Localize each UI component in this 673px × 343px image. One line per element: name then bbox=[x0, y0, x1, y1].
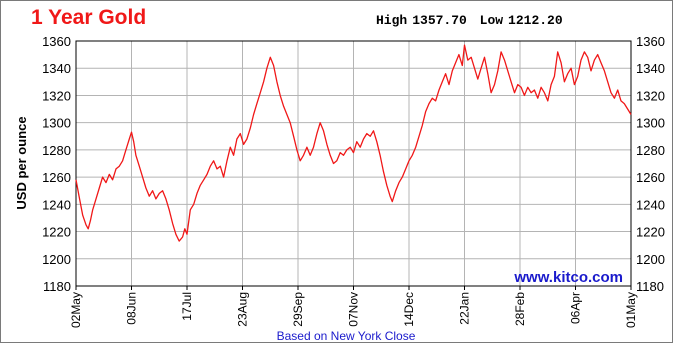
y-tick-label-right: 1180 bbox=[636, 279, 664, 294]
x-tick-label: 08Jun bbox=[125, 292, 139, 325]
y-tick-label-right: 1340 bbox=[636, 61, 665, 76]
y-tick-label-right: 1260 bbox=[636, 170, 665, 185]
y-tick-label-right: 1200 bbox=[636, 252, 665, 267]
x-tick-label: 02May bbox=[69, 292, 83, 328]
low-label: Low bbox=[479, 13, 504, 28]
y-tick-label-right: 1220 bbox=[636, 225, 665, 240]
x-tick-label: 14Dec bbox=[402, 292, 416, 327]
plot-border bbox=[75, 40, 632, 287]
high-low-readout: High 1357.70 Low 1212.20 bbox=[376, 13, 568, 28]
y-tick-label-left: 1240 bbox=[42, 197, 71, 212]
y-tick-label-right: 1280 bbox=[636, 143, 665, 158]
y-tick-label-left: 1340 bbox=[42, 61, 71, 76]
y-tick-label-left: 1200 bbox=[42, 252, 71, 267]
y-tick-label-right: 1240 bbox=[636, 197, 665, 212]
y-axis-label: USD per ounce bbox=[14, 116, 29, 209]
y-tick-label-left: 1300 bbox=[42, 116, 71, 131]
high-value: 1357.70 bbox=[412, 13, 467, 28]
x-tick-label: 17Jul bbox=[180, 292, 194, 321]
x-axis-label: Based on New York Close bbox=[277, 329, 416, 342]
x-tick-label: 22Jan bbox=[458, 292, 472, 325]
x-tick-label: 29Sep bbox=[291, 292, 305, 327]
y-tick-label-left: 1260 bbox=[42, 170, 71, 185]
chart-title: 1 Year Gold bbox=[31, 6, 147, 29]
series-line-gold-price bbox=[75, 44, 632, 242]
x-tick-label: 23Aug bbox=[236, 292, 250, 327]
low-value: 1212.20 bbox=[508, 13, 563, 28]
x-tick-label: 06Apr bbox=[569, 292, 583, 324]
y-tick-label-left: 1280 bbox=[42, 143, 71, 158]
y-tick-label-left: 1320 bbox=[42, 88, 71, 103]
y-tick-label-right: 1360 bbox=[636, 34, 665, 49]
x-tick-label: 07Nov bbox=[347, 292, 361, 327]
x-tick-label: 01May bbox=[624, 292, 638, 328]
y-tick-label-right: 1320 bbox=[636, 88, 665, 103]
y-tick-label-right: 1300 bbox=[636, 116, 665, 131]
y-tick-label-left: 1360 bbox=[42, 34, 71, 49]
high-label: High bbox=[376, 13, 408, 28]
x-tick-label: 28Feb bbox=[513, 292, 527, 326]
watermark-text: www.kitco.com bbox=[513, 269, 623, 286]
y-tick-label-left: 1180 bbox=[43, 279, 71, 294]
y-tick-label-left: 1220 bbox=[42, 225, 71, 240]
